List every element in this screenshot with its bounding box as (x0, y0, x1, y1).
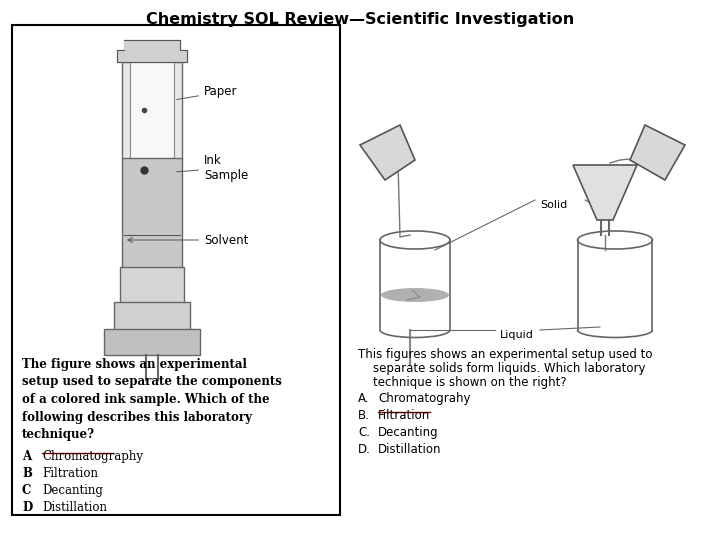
Text: Ink
Sample: Ink Sample (177, 154, 248, 182)
Bar (104, 329, 200, 355)
Text: Chemistry SOL Review—Scientific Investigation: Chemistry SOL Review—Scientific Investig… (146, 12, 574, 27)
Text: The figure shows an experimental
setup used to separate the components
of a colo: The figure shows an experimental setup u… (22, 358, 282, 441)
Text: Chromatograhy: Chromatograhy (378, 392, 470, 405)
Ellipse shape (381, 288, 449, 302)
Text: B.: B. (358, 409, 370, 422)
Text: separate solids form liquids. Which laboratory: separate solids form liquids. Which labo… (358, 362, 646, 375)
Bar (114, 302, 190, 332)
Text: C.: C. (358, 426, 370, 439)
Text: C: C (22, 484, 32, 497)
Bar (122, 62, 182, 160)
Text: Filtration: Filtration (42, 467, 98, 480)
Polygon shape (573, 165, 637, 220)
Polygon shape (117, 40, 187, 62)
Bar (122, 158, 182, 270)
Text: technique is shown on the right?: technique is shown on the right? (358, 376, 567, 389)
Polygon shape (630, 125, 685, 180)
Polygon shape (360, 125, 415, 180)
Text: This figures shows an experimental setup used to: This figures shows an experimental setup… (358, 348, 652, 361)
Text: Liquid: Liquid (500, 330, 534, 340)
Text: A: A (22, 450, 31, 463)
Text: Chromatography: Chromatography (42, 450, 143, 463)
Bar (120, 267, 184, 305)
Text: B: B (22, 467, 32, 480)
Text: Solid: Solid (540, 200, 567, 210)
Text: Paper: Paper (176, 85, 238, 99)
Text: D.: D. (358, 443, 371, 456)
Text: Decanting: Decanting (42, 484, 103, 497)
Text: D: D (22, 501, 32, 514)
Text: Distillation: Distillation (42, 501, 107, 514)
Bar (12, 25, 340, 515)
Bar (130, 62, 174, 210)
Text: Decanting: Decanting (378, 426, 438, 439)
Text: Solvent: Solvent (128, 233, 248, 246)
Text: Filtration: Filtration (378, 409, 431, 422)
Text: A.: A. (358, 392, 369, 405)
Text: Distillation: Distillation (378, 443, 441, 456)
